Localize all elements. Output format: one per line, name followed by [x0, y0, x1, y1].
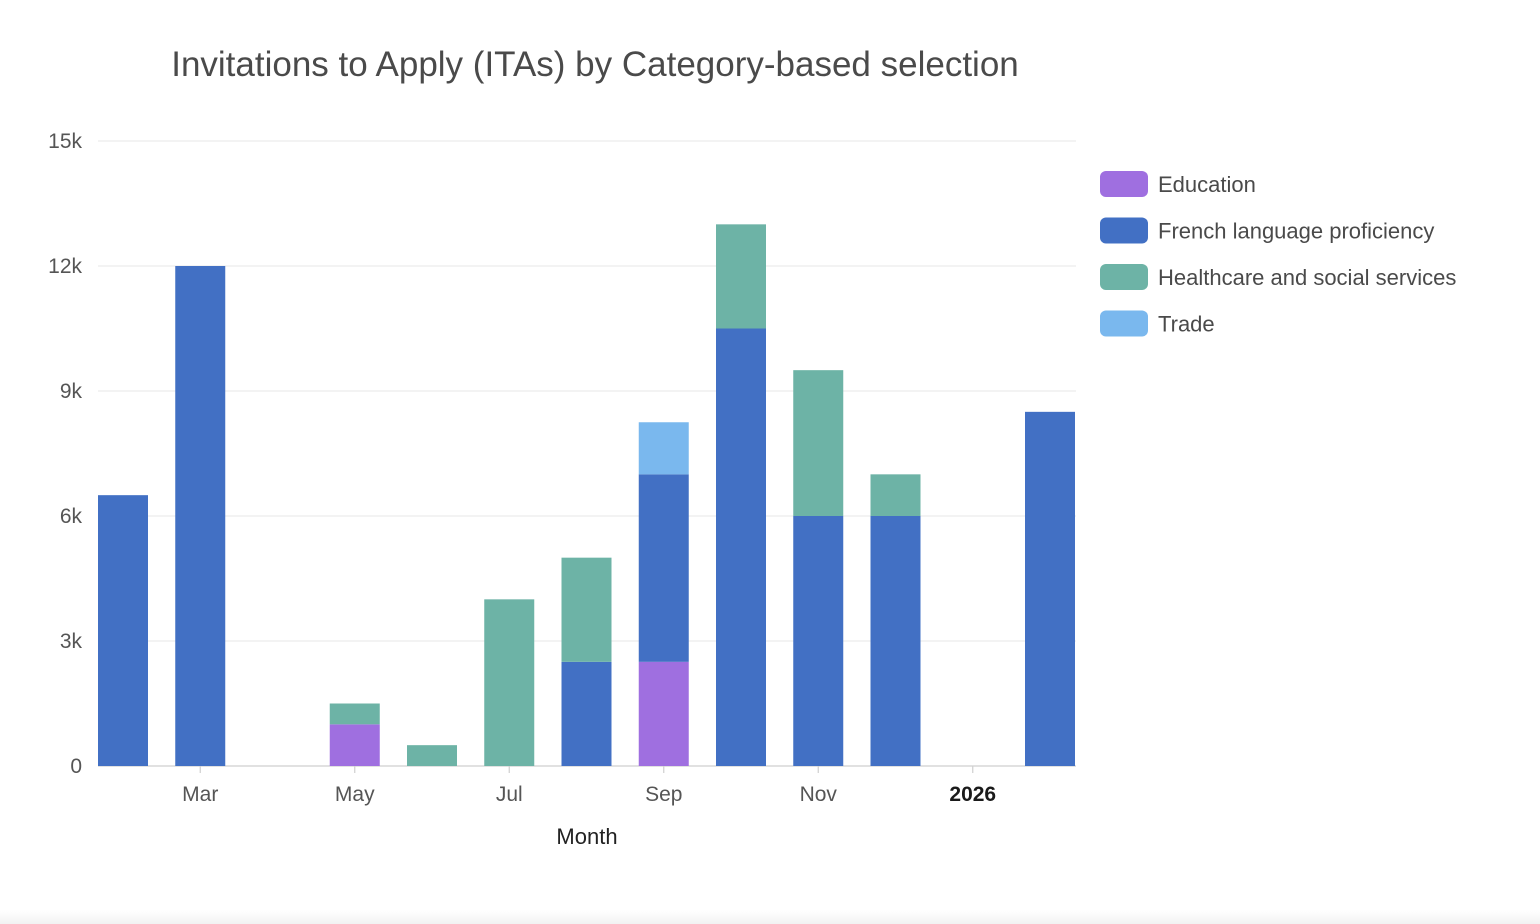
legend-swatch [1100, 217, 1148, 244]
bar-segment-trade[interactable] [638, 422, 689, 475]
bar-segment-french-language-proficiency[interactable] [1025, 411, 1075, 766]
bar-segment-french-language-proficiency[interactable] [175, 266, 226, 766]
legend: Education French language proficiency Heal… [1100, 171, 1456, 337]
x-axis-title: Month [556, 824, 617, 849]
bar-segment-healthcare-and-social-services[interactable] [716, 224, 766, 329]
bar-segment-healthcare-and-social-services[interactable] [870, 474, 921, 516]
legend-label[interactable]: Healthcare and social services [1158, 265, 1456, 290]
y-tick-label: 9k [60, 380, 83, 403]
bar-segment-education[interactable] [329, 724, 380, 766]
bar-segment-french-language-proficiency[interactable] [98, 495, 148, 766]
bar-segment-education[interactable] [638, 661, 689, 766]
x-tick-label: May [335, 783, 375, 806]
bar-segment-french-language-proficiency[interactable] [716, 328, 766, 767]
bar-segment-healthcare-and-social-services[interactable] [329, 703, 380, 725]
y-tick-label: 6k [60, 505, 83, 528]
y-axis: 0 3k 6k 9k 12k 15k [48, 130, 82, 778]
bar-segment-french-language-proficiency[interactable] [561, 661, 612, 766]
y-tick-label: 3k [60, 630, 83, 653]
x-tick-label: Sep [645, 783, 682, 806]
x-tick-label: 2026 [949, 783, 996, 806]
x-tick-label: Jul [496, 783, 523, 806]
legend-label[interactable]: Education [1158, 172, 1256, 197]
bar-segment-french-language-proficiency[interactable] [638, 474, 689, 662]
legend-swatch [1100, 171, 1148, 197]
x-tick-label: Mar [182, 783, 218, 806]
bar-segment-healthcare-and-social-services[interactable] [484, 599, 535, 766]
x-axis: Mar May Jul Sep Nov 2026 [182, 766, 996, 806]
bar-segment-french-language-proficiency[interactable] [870, 516, 921, 766]
legend-swatch [1100, 310, 1148, 337]
y-tick-label: 15k [48, 130, 82, 153]
legend-label[interactable]: French language proficiency [1158, 219, 1434, 244]
x-tick-label: Nov [800, 783, 838, 806]
bar-segment-healthcare-and-social-services[interactable] [407, 745, 457, 766]
legend-label[interactable]: Trade [1158, 312, 1215, 337]
legend-swatch [1100, 264, 1148, 290]
bottom-edge-shadow [0, 910, 1540, 924]
chart-title: Invitations to Apply (ITAs) by Category-… [171, 45, 1019, 84]
bar-segment-healthcare-and-social-services[interactable] [793, 370, 844, 516]
bar-stacks [98, 224, 1075, 766]
y-tick-label: 12k [48, 255, 82, 278]
bar-segment-healthcare-and-social-services[interactable] [561, 557, 612, 662]
y-tick-label: 0 [70, 755, 82, 778]
bar-segment-french-language-proficiency[interactable] [793, 516, 844, 766]
